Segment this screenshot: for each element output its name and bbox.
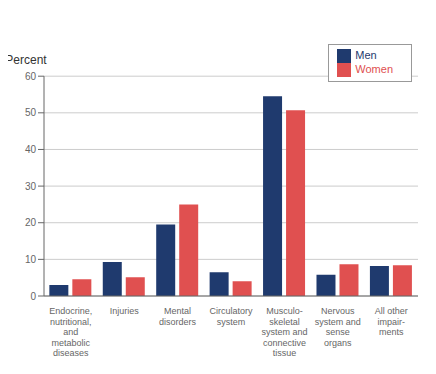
svg-text:Nervoussystem andsenseorgans: Nervoussystem andsenseorgans bbox=[315, 306, 361, 348]
svg-text:30: 30 bbox=[25, 181, 37, 192]
svg-text:Mentaldisorders: Mentaldisorders bbox=[159, 306, 197, 327]
svg-text:40: 40 bbox=[25, 144, 37, 155]
svg-text:All otherimpair-ments: All otherimpair-ments bbox=[375, 306, 408, 337]
svg-text:Endocrine,nutritional,andmetab: Endocrine,nutritional,andmetabolicdiseas… bbox=[49, 306, 92, 358]
html-text:Women: Women bbox=[355, 63, 393, 76]
html-text:Men: Men bbox=[355, 49, 377, 61]
svg-text:Injuries: Injuries bbox=[110, 306, 140, 316]
svg-text:Circulatorysystem: Circulatorysystem bbox=[209, 306, 253, 327]
svg-text:0: 0 bbox=[30, 291, 36, 302]
svg-text:20: 20 bbox=[25, 217, 37, 228]
svg-text:60: 60 bbox=[25, 71, 37, 82]
svg-text:50: 50 bbox=[25, 107, 37, 118]
svg-text:Musculo-skeletalsystem andconn: Musculo-skeletalsystem andconnectivetiss… bbox=[261, 306, 307, 358]
svg-text:Percent: Percent bbox=[8, 53, 47, 67]
svg-text:10: 10 bbox=[25, 254, 37, 265]
